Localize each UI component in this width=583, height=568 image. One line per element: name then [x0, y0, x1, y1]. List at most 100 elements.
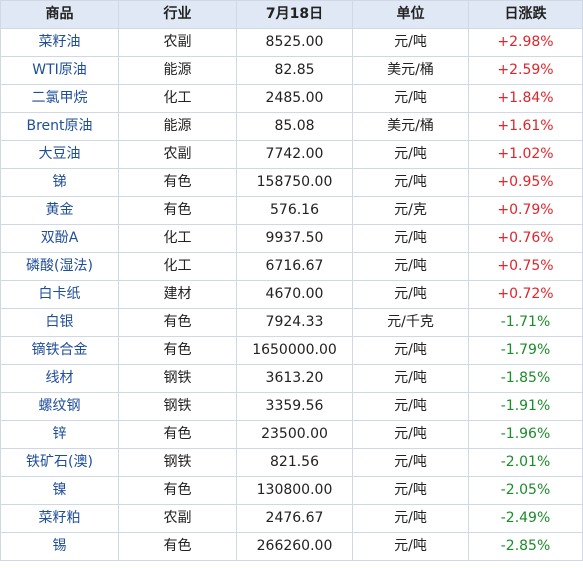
commodity-name-link[interactable]: 锑 — [0, 168, 119, 197]
table-row: 锡有色 266260.00 元/吨 -2.85% — [0, 532, 583, 561]
commodity-name-link[interactable]: WTI原油 — [0, 56, 119, 85]
industry-cell: 钢铁 — [118, 392, 237, 421]
price-cell: 2485.00 — [236, 84, 353, 113]
unit-cell: 元/吨 — [352, 392, 469, 421]
commodity-name-link[interactable]: 锡 — [0, 532, 119, 561]
unit-cell: 元/吨 — [352, 504, 469, 533]
price-cell: 82.85 — [236, 56, 353, 85]
price-cell: 6716.67 — [236, 252, 353, 281]
price-cell: 576.16 — [236, 196, 353, 225]
commodity-name-link[interactable]: Brent原油 — [0, 112, 119, 141]
daily-change-cell: +0.79% — [468, 196, 583, 225]
daily-change-cell: +0.72% — [468, 280, 583, 309]
commodity-name-link[interactable]: 白银 — [0, 308, 119, 337]
daily-change-cell: +2.59% — [468, 56, 583, 85]
table-row: 白银 有色 7924.33 元/千克 -1.71% — [0, 308, 583, 337]
daily-change-cell: +1.02% — [468, 140, 583, 169]
header-unit: 单位 — [352, 0, 469, 29]
price-cell: 2476.67 — [236, 504, 353, 533]
table-header: 商品 行业 7月18日 单位 日涨跌 — [0, 0, 583, 29]
daily-change-cell: +0.76% — [468, 224, 583, 253]
table-row: 磷酸(湿法) 化工 6716.67 元/吨 +0.75% — [0, 252, 583, 281]
unit-cell: 元/吨 — [352, 28, 469, 57]
price-cell: 23500.00 — [236, 420, 353, 449]
daily-change-cell: -1.71% — [468, 308, 583, 337]
commodity-name-link[interactable]: 螺纹钢 — [0, 392, 119, 421]
industry-cell: 有色 — [118, 420, 237, 449]
price-cell: 821.56 — [236, 448, 353, 477]
commodity-name-link[interactable]: 菜籽粕 — [0, 504, 119, 533]
commodity-name-link[interactable]: 锌 — [0, 420, 119, 449]
table-row: 镝铁合金 有色 1650000.00 元/吨 -1.79% — [0, 336, 583, 365]
commodity-name-link[interactable]: 铁矿石(澳) — [0, 448, 119, 477]
header-date-price: 7月18日 — [236, 0, 353, 29]
industry-cell: 有色 — [118, 336, 237, 365]
table-row: 镍有色 130800.00 元/吨 -2.05% — [0, 476, 583, 505]
industry-cell: 能源 — [118, 56, 237, 85]
commodity-name-link[interactable]: 菜籽油 — [0, 28, 119, 57]
price-cell: 9937.50 — [236, 224, 353, 253]
commodity-name-link[interactable]: 白卡纸 — [0, 280, 119, 309]
header-product: 商品 — [0, 0, 119, 29]
unit-cell: 元/吨 — [352, 336, 469, 365]
price-cell: 266260.00 — [236, 532, 353, 561]
commodity-name-link[interactable]: 镍 — [0, 476, 119, 505]
industry-cell: 有色 — [118, 308, 237, 337]
daily-change-cell: -1.79% — [468, 336, 583, 365]
daily-change-cell: +2.98% — [468, 28, 583, 57]
price-cell: 7742.00 — [236, 140, 353, 169]
table-row: Brent原油 能源 85.08 美元/桶 +1.61% — [0, 112, 583, 141]
unit-cell: 元/吨 — [352, 140, 469, 169]
unit-cell: 元/吨 — [352, 84, 469, 113]
daily-change-cell: +1.84% — [468, 84, 583, 113]
industry-cell: 建材 — [118, 280, 237, 309]
price-cell: 4670.00 — [236, 280, 353, 309]
unit-cell: 元/吨 — [352, 448, 469, 477]
industry-cell: 农副 — [118, 140, 237, 169]
daily-change-cell: -1.91% — [468, 392, 583, 421]
industry-cell: 能源 — [118, 112, 237, 141]
daily-change-cell: +0.95% — [468, 168, 583, 197]
commodity-name-link[interactable]: 镝铁合金 — [0, 336, 119, 365]
table-row: 菜籽油 农副 8525.00 元/吨 +2.98% — [0, 28, 583, 57]
commodity-name-link[interactable]: 大豆油 — [0, 140, 119, 169]
daily-change-cell: -2.85% — [468, 532, 583, 561]
industry-cell: 农副 — [118, 504, 237, 533]
table-row: 锑有色 158750.00 元/吨 +0.95% — [0, 168, 583, 197]
unit-cell: 美元/桶 — [352, 56, 469, 85]
unit-cell: 元/吨 — [352, 476, 469, 505]
unit-cell: 元/吨 — [352, 252, 469, 281]
price-cell: 3359.56 — [236, 392, 353, 421]
unit-cell: 元/吨 — [352, 532, 469, 561]
daily-change-cell: +0.75% — [468, 252, 583, 281]
industry-cell: 有色 — [118, 532, 237, 561]
table-body: 菜籽油 农副 8525.00 元/吨 +2.98% WTI原油 能源 82.85 美元/桶 +2.… — [0, 28, 583, 561]
table-row: 黄金 有色 576.16 元/克 +0.79% — [0, 196, 583, 225]
industry-cell: 有色 — [118, 168, 237, 197]
industry-cell: 钢铁 — [118, 364, 237, 393]
price-cell: 8525.00 — [236, 28, 353, 57]
industry-cell: 化工 — [118, 252, 237, 281]
industry-cell: 钢铁 — [118, 448, 237, 477]
daily-change-cell: -2.05% — [468, 476, 583, 505]
daily-change-cell: -2.01% — [468, 448, 583, 477]
header-daily-change: 日涨跌 — [468, 0, 583, 29]
price-cell: 3613.20 — [236, 364, 353, 393]
commodity-name-link[interactable]: 二氯甲烷 — [0, 84, 119, 113]
industry-cell: 有色 — [118, 196, 237, 225]
commodity-name-link[interactable]: 黄金 — [0, 196, 119, 225]
unit-cell: 元/吨 — [352, 420, 469, 449]
industry-cell: 化工 — [118, 224, 237, 253]
commodity-name-link[interactable]: 磷酸(湿法) — [0, 252, 119, 281]
table-row: 线材 钢铁 3613.20 元/吨 -1.85% — [0, 364, 583, 393]
unit-cell: 元/吨 — [352, 224, 469, 253]
table-row: 锌有色 23500.00 元/吨 -1.96% — [0, 420, 583, 449]
commodity-name-link[interactable]: 线材 — [0, 364, 119, 393]
commodity-name-link[interactable]: 双酚A — [0, 224, 119, 253]
price-cell: 1650000.00 — [236, 336, 353, 365]
table-row: 螺纹钢 钢铁 3359.56 元/吨 -1.91% — [0, 392, 583, 421]
industry-cell: 有色 — [118, 476, 237, 505]
table-row: 二氯甲烷 化工 2485.00 元/吨 +1.84% — [0, 84, 583, 113]
price-cell: 7924.33 — [236, 308, 353, 337]
